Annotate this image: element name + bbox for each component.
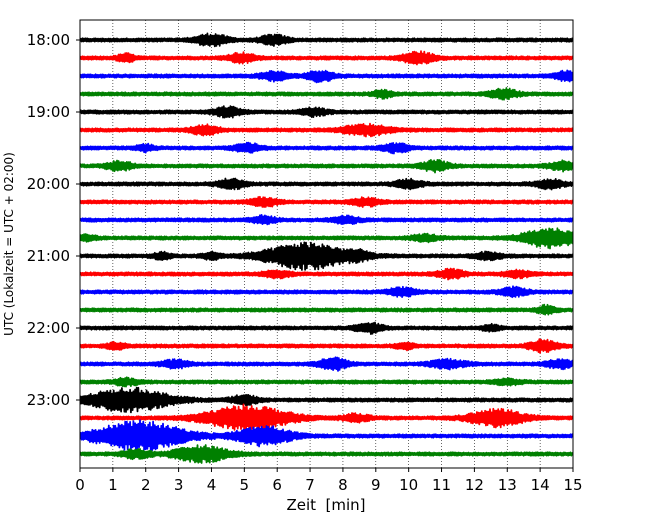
trace-2315	[80, 403, 573, 432]
x-tick-label-6: 6	[272, 476, 282, 494]
y-tick-label-21:00: 21:00	[27, 247, 70, 265]
trace-2045	[80, 227, 573, 250]
x-axis-label: Zeit [min]	[286, 496, 365, 514]
plot-frame	[79, 19, 574, 469]
trace-2000	[80, 177, 573, 191]
x-tick-label-2: 2	[141, 476, 151, 494]
y-tick-label-19:00: 19:00	[27, 103, 70, 121]
trace-2215	[80, 338, 573, 354]
trace-1845	[80, 87, 573, 101]
trace-1945	[80, 159, 573, 174]
trace-2300	[80, 386, 573, 414]
trace-1815	[80, 50, 573, 66]
trace-2030	[80, 214, 573, 226]
trace-1930	[80, 141, 573, 155]
trace-2330	[80, 419, 573, 453]
x-tick-label-15: 15	[563, 476, 582, 494]
y-tick-label-23:00: 23:00	[27, 391, 70, 409]
trace-2115	[80, 267, 573, 281]
y-axis: 18:00 19:00 20:00 21:00 22:00 23:00	[27, 31, 80, 409]
y-tick-label-22:00: 22:00	[27, 319, 70, 337]
trace-2015	[80, 195, 573, 208]
trace-layer	[80, 32, 573, 464]
trace-1830	[80, 69, 573, 84]
y-tick-label-18:00: 18:00	[27, 31, 70, 49]
trace-2230	[80, 356, 573, 372]
x-tick-label-7: 7	[305, 476, 315, 494]
trace-2345	[80, 444, 573, 464]
y-tick-label-20:00: 20:00	[27, 175, 70, 193]
x-tick-label-4: 4	[207, 476, 217, 494]
x-tick-label-12: 12	[465, 476, 484, 494]
trace-2130	[80, 285, 573, 299]
trace-1915	[80, 122, 573, 138]
x-tick-label-8: 8	[338, 476, 348, 494]
trace-1800	[80, 32, 573, 48]
x-tick-label-1: 1	[108, 476, 118, 494]
x-tick-label-0: 0	[75, 476, 85, 494]
x-tick-label-13: 13	[498, 476, 517, 494]
trace-2100	[80, 241, 573, 271]
x-tick-label-5: 5	[240, 476, 250, 494]
trace-2245	[80, 376, 573, 388]
x-tick-label-14: 14	[531, 476, 550, 494]
x-tick-label-11: 11	[432, 476, 451, 494]
trace-2200	[80, 321, 573, 335]
x-tick-label-3: 3	[174, 476, 184, 494]
trace-2145	[80, 303, 573, 316]
x-tick-label-10: 10	[399, 476, 418, 494]
trace-1900	[80, 105, 573, 119]
x-tick-label-9: 9	[371, 476, 381, 494]
x-axis: 0 1 2 3 4 5 6 7 8 9 10 11 12 13 14 15	[75, 468, 583, 494]
y-axis-label: UTC (Lokalzeit = UTC + 02:00)	[2, 152, 16, 336]
